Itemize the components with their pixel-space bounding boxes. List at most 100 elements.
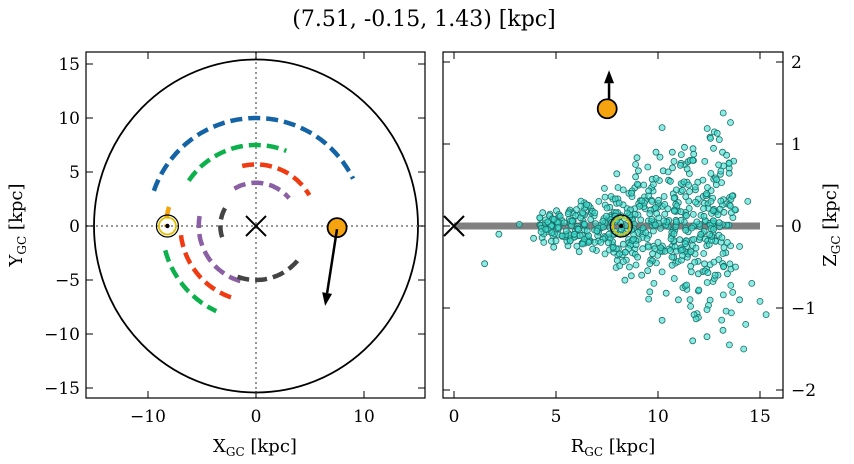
spiral-arm-arc-8 <box>236 255 303 283</box>
star-point <box>692 198 699 206</box>
star-point <box>718 179 725 187</box>
star-point <box>694 270 702 278</box>
star-point <box>579 240 586 248</box>
star-point <box>736 296 743 304</box>
star-point <box>726 341 733 349</box>
sun-marker-ring <box>158 216 177 236</box>
star-point <box>652 148 660 156</box>
star-point <box>603 212 610 220</box>
star-point <box>680 178 688 186</box>
star-point <box>689 337 697 345</box>
star-point <box>552 237 560 245</box>
star-point <box>677 208 685 216</box>
star-point <box>662 289 670 297</box>
star-point <box>697 230 705 238</box>
star-point <box>666 247 674 255</box>
velocity-arrow-rz-head <box>604 70 615 84</box>
star-point <box>579 209 586 217</box>
star-point <box>701 157 709 165</box>
star-point <box>710 258 718 266</box>
star-point <box>706 231 714 238</box>
left-y-tick-label: 5 <box>69 163 80 183</box>
star-point <box>616 250 623 258</box>
star-point <box>550 215 558 223</box>
star-point <box>658 124 666 131</box>
star-point <box>686 296 694 304</box>
star-point <box>654 238 662 246</box>
star-point <box>700 250 708 257</box>
star-point <box>615 199 623 207</box>
star-point <box>744 197 752 205</box>
star-point <box>729 288 737 296</box>
star-point <box>717 197 725 205</box>
star-point <box>703 190 710 198</box>
star-point <box>542 225 550 233</box>
left-x-tick-label: 0 <box>251 407 262 427</box>
star-point <box>695 286 703 294</box>
left-y-tick-label: 0 <box>69 217 80 237</box>
star-point <box>575 225 582 233</box>
right-plot-frame <box>442 51 784 399</box>
velocity-arrow-head <box>322 292 333 306</box>
star-point <box>619 240 627 248</box>
star-point <box>710 144 717 152</box>
left-x-axis-label: XGC [kpc] <box>213 436 297 459</box>
star-point <box>723 151 730 159</box>
star-point <box>713 129 721 137</box>
object-marker-rz <box>596 98 618 120</box>
star-point <box>583 201 590 209</box>
star-point <box>622 248 629 256</box>
star-point <box>677 151 685 159</box>
star-point <box>556 212 564 220</box>
right-x-axis-label: RGC [kpc] <box>571 436 656 459</box>
star-point <box>710 225 717 233</box>
star-point <box>613 256 621 264</box>
star-point <box>719 326 727 334</box>
spiral-arm-arc-3 <box>241 162 312 197</box>
star-point <box>711 271 719 279</box>
star-point <box>661 200 669 208</box>
star-point <box>619 258 627 266</box>
star-point <box>481 260 489 268</box>
spiral-arm-arc-1 <box>186 142 288 182</box>
right-y-tick-label: −2 <box>791 381 816 401</box>
star-point <box>661 210 669 218</box>
star-point <box>726 260 734 268</box>
star-point <box>713 176 720 184</box>
star-point <box>616 262 624 270</box>
star-point <box>687 302 694 310</box>
star-point <box>656 153 664 161</box>
star-point <box>632 161 639 168</box>
star-point <box>564 210 572 218</box>
star-point <box>689 210 697 218</box>
star-point <box>632 173 639 181</box>
star-point <box>605 230 613 238</box>
right-panel: 0 5 10 15 −2 −1 0 1 2 RGC [kpc] ZGC [kpc] <box>442 51 843 459</box>
sun-marker-dot <box>165 223 170 229</box>
star-point <box>637 216 645 224</box>
left-y-axis-label: YGC [kpc] <box>6 184 29 268</box>
star-point <box>601 193 609 201</box>
star-point <box>573 206 580 214</box>
star-point <box>652 174 660 182</box>
star-point <box>686 188 693 195</box>
star-point <box>703 125 711 132</box>
star-point <box>707 134 714 142</box>
star-point <box>581 220 588 228</box>
star-point <box>658 268 666 276</box>
star-point <box>685 181 692 189</box>
right-y-tick-label: 0 <box>791 217 802 237</box>
star-point <box>628 189 635 197</box>
star-point <box>636 202 643 210</box>
star-point <box>667 235 675 243</box>
left-x-tick-label: −10 <box>130 407 166 427</box>
star-point <box>619 186 627 194</box>
star-point <box>657 244 665 252</box>
star-point <box>707 197 715 205</box>
star-point <box>550 243 558 251</box>
star-point <box>762 311 770 319</box>
right-x-tick-label: 0 <box>449 407 460 427</box>
star-point <box>670 275 678 282</box>
star-point <box>671 207 678 215</box>
